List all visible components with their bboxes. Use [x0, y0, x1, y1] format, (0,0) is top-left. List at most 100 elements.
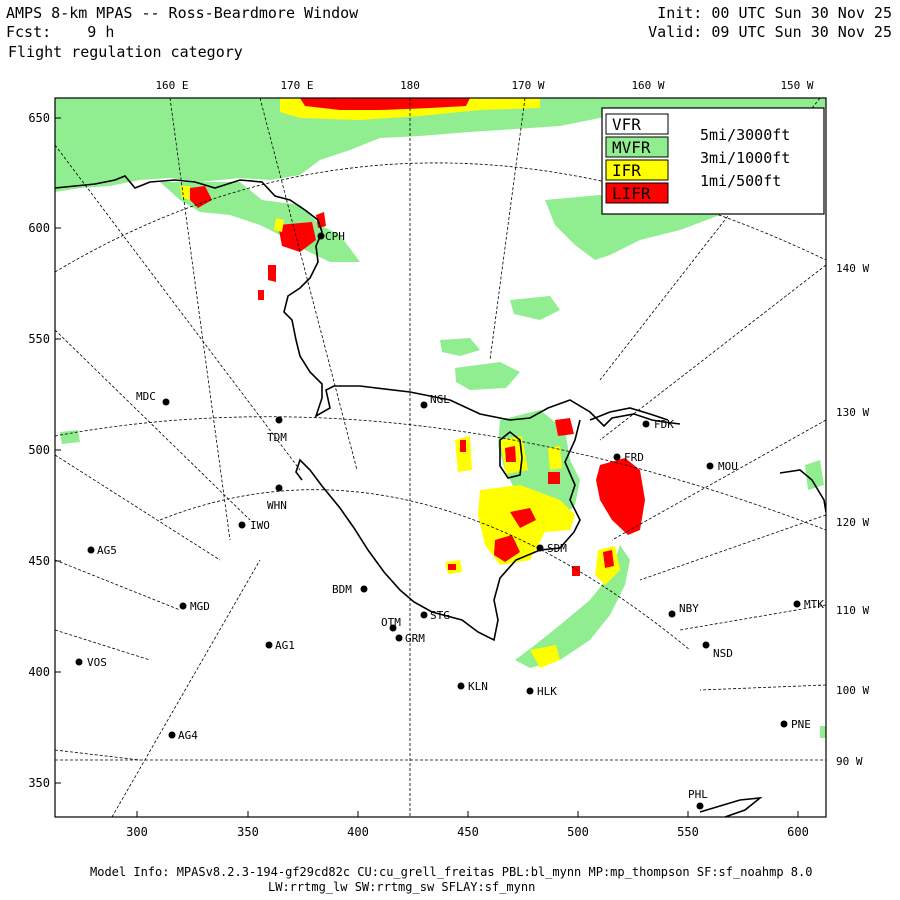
lifr-region [596, 458, 645, 535]
right-lon-label: 120 W [836, 516, 869, 529]
top-lon-label: 170 E [280, 79, 313, 92]
station-label: PHL [688, 788, 708, 801]
meridian [611, 419, 826, 541]
station-label: TDM [267, 431, 287, 444]
right-longitude-labels: 140 W 130 W 120 W 110 W 100 W 90 W [836, 262, 869, 768]
station-label: BDM [332, 583, 352, 596]
lifr-region [555, 418, 574, 436]
x-axis-ticks: 300 350 400 450 500 550 600 [126, 811, 809, 839]
model-info-line2: LW:rrtmg_lw SW:rrtmg_sw SFLAY:sf_mynn [268, 880, 536, 894]
station-dot [275, 484, 283, 492]
station-label: CPH [325, 230, 345, 243]
legend-threshold: 5mi/3000ft [700, 126, 790, 144]
right-lon-label: 110 W [836, 604, 869, 617]
coastline-path [499, 430, 523, 479]
station-dot [642, 420, 650, 428]
lifr-region [190, 186, 212, 208]
station-dot [702, 641, 710, 649]
lifr-region [460, 440, 466, 452]
station-label: FDK [654, 418, 674, 431]
coastline-path [779, 469, 826, 513]
top-lon-label: 180 [400, 79, 420, 92]
station-label: KLN [468, 680, 488, 693]
station-dot [265, 641, 273, 649]
station-label: SDM [547, 542, 567, 555]
station-label: GRM [405, 632, 425, 645]
lifr-region [603, 550, 614, 568]
station-dot [168, 731, 176, 739]
station-dot [793, 600, 801, 608]
meridian [111, 559, 261, 817]
coastline-path [55, 175, 681, 428]
map-title: AMPS 8-km MPAS -- Ross-Beardmore Window [6, 4, 359, 22]
station-dot [526, 687, 534, 695]
station-label: HLK [537, 685, 557, 698]
meridian [55, 749, 141, 761]
lifr-region [300, 98, 470, 110]
legend-code: VFR [612, 115, 641, 134]
mvfr-region [55, 98, 826, 192]
station-dot [389, 624, 397, 632]
meridian [55, 329, 251, 521]
station-label: AG5 [97, 544, 117, 557]
x-tick-label: 400 [347, 825, 369, 839]
right-lon-label: 90 W [836, 755, 863, 768]
x-tick-label: 350 [237, 825, 259, 839]
right-lon-label: 130 W [836, 406, 869, 419]
station-label: WHN [267, 499, 287, 512]
legend-swatch [605, 159, 669, 181]
station-dot [420, 401, 428, 409]
station-label: NGL [430, 393, 450, 406]
station-dot [536, 544, 544, 552]
y-tick-label: 550 [28, 332, 50, 346]
meridian [55, 629, 151, 661]
y-tick-label: 500 [28, 443, 50, 457]
top-longitude-labels: 160 E 170 E 180 170 W 160 W 150 W [155, 79, 813, 92]
lifr-region [548, 472, 560, 484]
station-dot [75, 658, 83, 666]
right-lon-label: 100 W [836, 684, 869, 697]
station-dot [360, 585, 368, 593]
top-lon-label: 150 W [780, 79, 813, 92]
station-dot [696, 802, 704, 810]
station-label: OTM [381, 616, 401, 629]
legend-code: LIFR [612, 184, 651, 203]
y-tick-label: 400 [28, 665, 50, 679]
ifr-region [530, 645, 560, 668]
coastline [55, 175, 826, 817]
lifr-region [494, 535, 520, 562]
graticule [55, 98, 826, 817]
station-dot [780, 720, 788, 728]
station-dot [87, 546, 95, 554]
meridian [489, 98, 526, 361]
y-tick-label: 650 [28, 111, 50, 125]
station-dot [317, 232, 325, 240]
latitude-circle [55, 162, 826, 273]
legend-swatch [605, 113, 669, 135]
station-dot [179, 602, 187, 610]
flight-category-field [55, 98, 826, 738]
mvfr-region [820, 726, 826, 738]
mvfr-region [455, 362, 520, 390]
top-lon-label: 160 W [631, 79, 664, 92]
coastline-path [699, 796, 763, 817]
lifr-region [268, 265, 276, 282]
meridian [55, 559, 181, 611]
forecast-hour: Fcst: 9 h [6, 23, 115, 41]
y-tick-label: 600 [28, 221, 50, 235]
station-dot [613, 453, 621, 461]
x-tick-label: 450 [457, 825, 479, 839]
station-label: NBY [679, 602, 699, 615]
right-lon-label: 140 W [836, 262, 869, 275]
mvfr-region [515, 545, 630, 668]
legend-threshold: 3mi/1000ft [700, 149, 790, 167]
ifr-region [274, 218, 284, 232]
legend-code: IFR [612, 161, 641, 180]
station-label: PNE [791, 718, 811, 731]
valid-time: Valid: 09 UTC Sun 30 Nov 25 [648, 23, 892, 41]
station-dot [395, 634, 403, 642]
meridian [169, 98, 231, 541]
x-tick-label: 500 [567, 825, 589, 839]
station-label: AG4 [178, 729, 198, 742]
station-dot [457, 682, 465, 690]
